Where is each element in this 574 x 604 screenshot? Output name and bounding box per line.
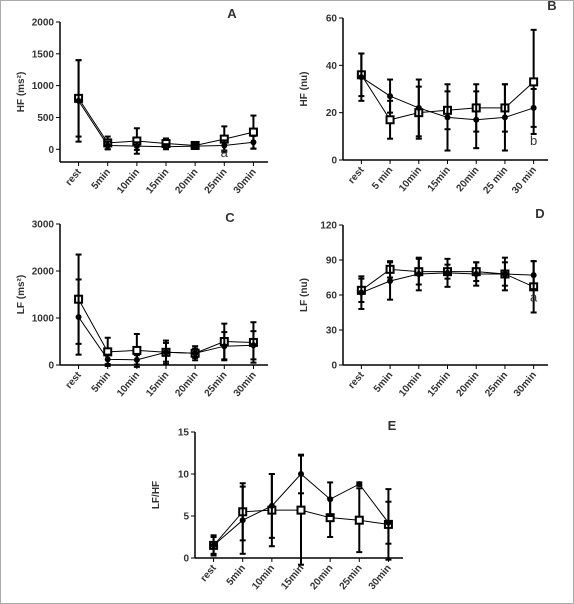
marker (250, 342, 257, 349)
y-tick-label: 500 (37, 113, 54, 124)
marker (239, 517, 246, 524)
y-tick-label: 0 (48, 361, 54, 372)
y-tick-label: 1000 (32, 81, 55, 92)
marker (529, 77, 539, 87)
y-axis-label: LF (ms²) (16, 275, 27, 314)
annotation: b (530, 133, 537, 148)
marker (444, 114, 451, 121)
marker (133, 356, 140, 363)
marker (385, 115, 395, 125)
y-axis-label: LF/HF (151, 481, 162, 509)
marker (75, 97, 82, 104)
y-axis-label: HF (nu) (299, 72, 310, 107)
marker (221, 343, 228, 350)
panel-title: A (227, 6, 237, 21)
marker (163, 349, 169, 356)
y-tick-label: 0 (48, 145, 54, 156)
y-tick-label: 2000 (32, 18, 55, 29)
marker (530, 272, 537, 279)
marker (192, 350, 199, 357)
marker (473, 116, 480, 123)
marker (501, 114, 508, 121)
marker (530, 104, 537, 111)
marker (250, 139, 257, 146)
marker (415, 104, 422, 111)
y-tick-label: 5 (183, 512, 189, 523)
y-tick-label: 0 (183, 554, 189, 565)
y-tick-label: 3000 (32, 220, 55, 231)
marker (248, 127, 258, 137)
y-tick-label: 40 (326, 61, 338, 72)
y-tick-label: 20 (326, 108, 338, 119)
y-tick-label: 90 (326, 256, 338, 267)
annotation: a (530, 289, 538, 304)
marker (296, 505, 306, 515)
panel-title: C (225, 210, 235, 225)
y-tick-label: 30 (326, 326, 338, 337)
marker (354, 515, 364, 525)
marker (192, 143, 199, 150)
marker (221, 142, 228, 149)
marker (356, 481, 363, 488)
marker (327, 496, 334, 503)
marker (132, 345, 142, 355)
y-tick-label: 0 (331, 361, 337, 372)
marker (387, 93, 394, 100)
marker (501, 271, 508, 277)
annotation: a (221, 145, 229, 160)
y-tick-label: 60 (326, 14, 338, 25)
y-axis-label: LF (nu) (299, 278, 310, 312)
y-tick-label: 15 (178, 428, 190, 439)
panel-title: D (535, 206, 544, 221)
marker (358, 74, 365, 81)
marker (133, 143, 140, 150)
y-tick-label: 120 (320, 221, 337, 232)
marker (268, 502, 275, 509)
y-tick-label: 60 (326, 291, 338, 302)
panel-title: E (388, 418, 397, 433)
marker (75, 314, 82, 321)
marker (387, 278, 394, 284)
marker (358, 289, 365, 296)
marker (104, 142, 111, 149)
marker (473, 271, 480, 277)
marker (298, 471, 304, 477)
y-tick-label: 0 (331, 156, 337, 167)
y-tick-label: 1000 (32, 314, 55, 325)
marker (415, 271, 422, 277)
marker (385, 519, 392, 526)
y-tick-label: 2000 (32, 267, 55, 278)
y-axis-label: HF (ms²) (16, 72, 27, 113)
y-tick-label: 10 (178, 470, 190, 481)
panel-title: B (547, 0, 556, 13)
y-tick-label: 1500 (32, 49, 55, 60)
marker (444, 269, 451, 276)
marker (104, 356, 111, 363)
marker (163, 143, 169, 150)
marker (210, 542, 217, 549)
